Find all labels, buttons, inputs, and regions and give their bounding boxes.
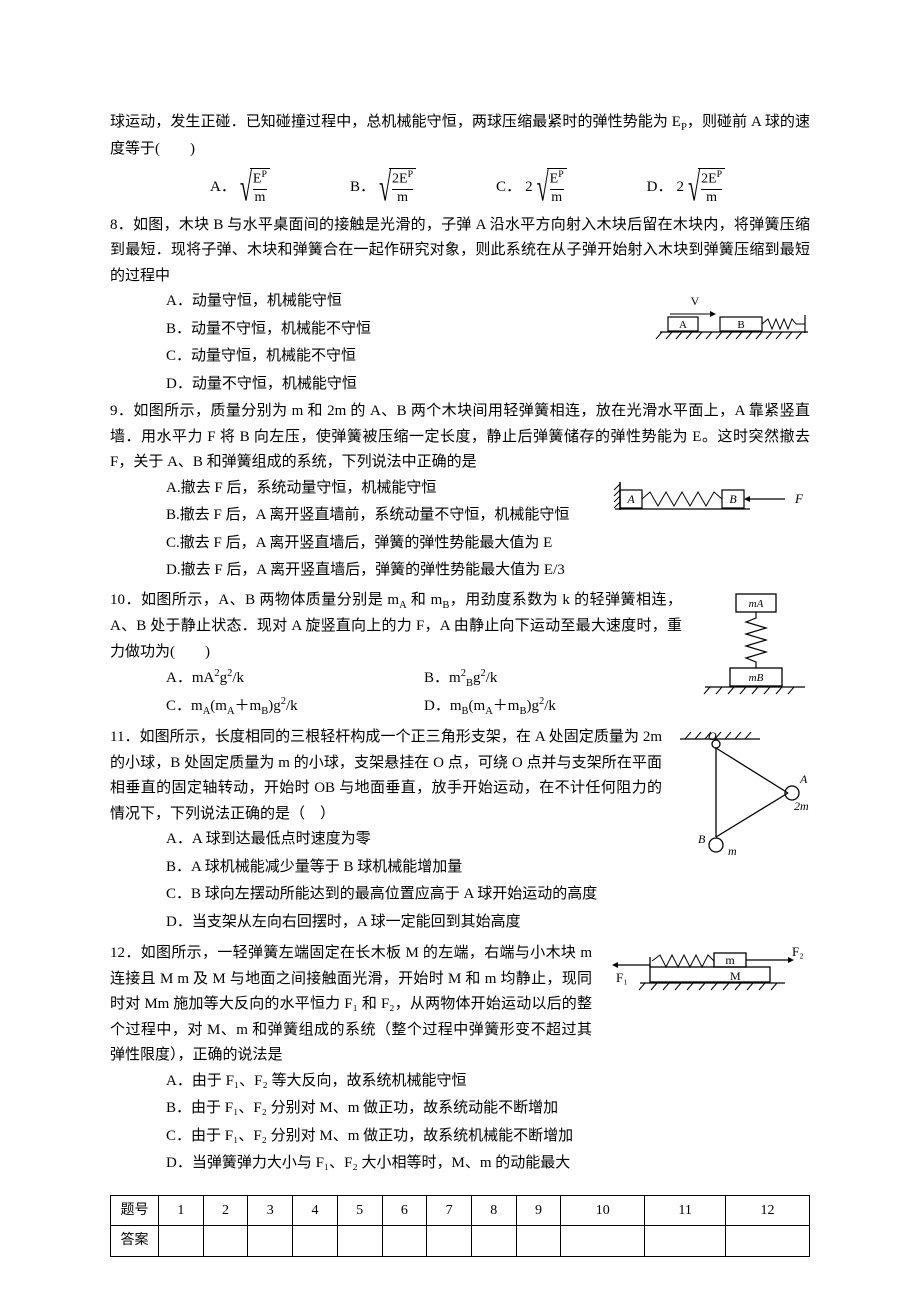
svg-text:A: A [679, 319, 687, 331]
table-cell [726, 1226, 810, 1257]
svg-text:m: m [728, 844, 737, 858]
table-col: 1 [159, 1195, 204, 1226]
q9-opt-a: A.撤去 F 后，系统动量守恒，机械能守恒 [166, 476, 592, 502]
svg-text:A: A [626, 492, 635, 506]
table-header-label: 题号 [111, 1195, 159, 1226]
svg-text:F₁: F₁ [616, 970, 628, 985]
q7-opt-c: C．2 √EPm [496, 168, 567, 206]
q8-opt-b: B．动量不守恒，机械能不守恒 [166, 317, 632, 343]
table-col: 11 [645, 1195, 726, 1226]
q8-stem: 8．如图，木块 B 与水平桌面间的接触是光滑的，子弹 A 沿水平方向射入木块后留… [110, 213, 810, 290]
table-cell [382, 1226, 427, 1257]
q12-options: A．由于 F₁、F₂ 等大反向，故系统机械能守恒 B．由于 F₁、F₂ 分别对 … [110, 1069, 810, 1177]
q9-figure: A B F [610, 482, 810, 526]
q8-opt-d: D．动量不守恒，机械能守恒 [166, 372, 632, 398]
table-col: 12 [726, 1195, 810, 1226]
table-col: 8 [471, 1195, 516, 1226]
table-cell [427, 1226, 472, 1257]
q8-figure: V A B [650, 295, 810, 355]
svg-text:m: m [725, 953, 735, 967]
q11-stem: 11．如图所示，长度相同的三根轻杆构成一个正三角形支架，在 A 处固定质量为 2… [110, 725, 662, 827]
q10-options: A．mA2g2/k B．m2Bg2/k C．mA(mA＋mB)g2/k D．mB… [110, 665, 682, 721]
table-cell [471, 1226, 516, 1257]
table-col: 2 [203, 1195, 248, 1226]
table-cell [561, 1226, 645, 1257]
q10-opt-b: B．m2Bg2/k [424, 665, 682, 693]
table-cell [645, 1226, 726, 1257]
q11-figure: O A 2m B m [680, 725, 810, 875]
q10-opt-c: C．mA(mA＋mB)g2/k [166, 693, 424, 721]
svg-text:2m: 2m [794, 799, 809, 813]
table-col: 9 [516, 1195, 561, 1226]
q12-opt-b: B．由于 F₁、F₂ 分别对 M、m 做正功，故系统动能不断增加 [166, 1096, 810, 1122]
q11-opt-b: B．A 球机械能减少量等于 B 球机械能增加量 [166, 855, 662, 881]
q7-options: A． √EPm B． √2EPm C．2 √EPm D．2 √2EPm [110, 168, 810, 206]
q8-opt-c: C．动量守恒，机械能不守恒 [166, 344, 632, 370]
q10-opt-d: D．mB(mA＋mB)g2/k [424, 693, 682, 721]
table-cell [293, 1226, 338, 1257]
q10-figure: mA mB [700, 588, 810, 713]
table-col: 7 [427, 1195, 472, 1226]
table-cell [159, 1226, 204, 1257]
table-cell [203, 1226, 248, 1257]
svg-text:V: V [691, 295, 700, 308]
q11-opt-d: D．当支架从左向右回摆时，A 球一定能回到其始高度 [166, 910, 662, 936]
table-col: 6 [382, 1195, 427, 1226]
q11-opt-a: A．A 球到达最低点时速度为零 [166, 827, 662, 853]
q12-opt-c: C．由于 F₁、F₂ 分别对 M、m 做正功，故系统机械能不断增加 [166, 1124, 810, 1150]
svg-text:B: B [737, 319, 744, 331]
q7-opt-d: D．2 √2EPm [647, 168, 725, 206]
table-row-label: 答案 [111, 1226, 159, 1257]
table-cell [337, 1226, 382, 1257]
q12-figure: F₁ M m F₂ [610, 947, 810, 1012]
table-cell [516, 1226, 561, 1257]
svg-text:A: A [799, 772, 808, 786]
answer-table: 题号 1 2 3 4 5 6 7 8 9 10 11 12 答案 [110, 1195, 810, 1258]
q11-opt-c: C．B 球向左摆动所能达到的最高位置应高于 A 球开始运动的高度 [166, 882, 662, 908]
svg-text:O: O [708, 729, 717, 743]
svg-text:B: B [698, 832, 706, 846]
q12-opt-d: D．当弹簧弹力大小与 F₁、F₂ 大小相等时，M、m 的动能最大 [166, 1151, 810, 1177]
q8-options: A．动量守恒，机械能守恒 B．动量不守恒，机械能不守恒 C．动量守恒，机械能不守… [110, 289, 632, 399]
table-cell [248, 1226, 293, 1257]
q11-options: A．A 球到达最低点时速度为零 B．A 球机械能减少量等于 B 球机械能增加量 … [110, 827, 662, 935]
table-col: 3 [248, 1195, 293, 1226]
q12-opt-a: A．由于 F₁、F₂ 等大反向，故系统机械能守恒 [166, 1069, 810, 1095]
q10-stem: 10．如图所示，A、B 两物体质量分别是 mA 和 mB，用劲度系数为 k 的轻… [110, 588, 682, 666]
q10-opt-a: A．mA2g2/k [166, 665, 424, 693]
q9-opt-b: B.撤去 F 后，A 离开竖直墙前，系统动量不守恒，机械能守恒 [166, 503, 592, 529]
q12-stem: 12．如图所示，一轻弹簧左端固定在长木板 M 的左端，右端与小木块 m 连接且 … [110, 941, 592, 1069]
q9-opt-d: D.撤去 F 后，A 离开竖直墙后，弹簧的弹性势能最大值为 E/3 [166, 558, 592, 584]
q7-opt-b: B． √2EPm [350, 168, 416, 206]
q7-opt-a: A． √EPm [210, 168, 270, 206]
svg-text:M: M [730, 969, 741, 983]
svg-text:mA: mA [749, 598, 764, 610]
q8-opt-a: A．动量守恒，机械能守恒 [166, 289, 632, 315]
svg-text:F: F [794, 491, 804, 506]
q9-options: A.撤去 F 后，系统动量守恒，机械能守恒 B.撤去 F 后，A 离开竖直墙前，… [110, 476, 592, 586]
svg-text:mB: mB [749, 672, 764, 684]
q9-opt-c: C.撤去 F 后，A 离开竖直墙后，弹簧的弹性势能最大值为 E [166, 531, 592, 557]
svg-text:B: B [729, 492, 737, 506]
q7-stem: 球运动，发生正碰．已知碰撞过程中，总机械能守恒，两球压缩最紧时的弹性势能为 EP… [110, 110, 810, 162]
table-col: 5 [337, 1195, 382, 1226]
table-col: 4 [293, 1195, 338, 1226]
svg-text:F₂: F₂ [792, 947, 804, 959]
table-col: 10 [561, 1195, 645, 1226]
q9-stem: 9．如图所示，质量分别为 m 和 2m 的 A、B 两个木块间用轻弹簧相连，放在… [110, 399, 810, 476]
